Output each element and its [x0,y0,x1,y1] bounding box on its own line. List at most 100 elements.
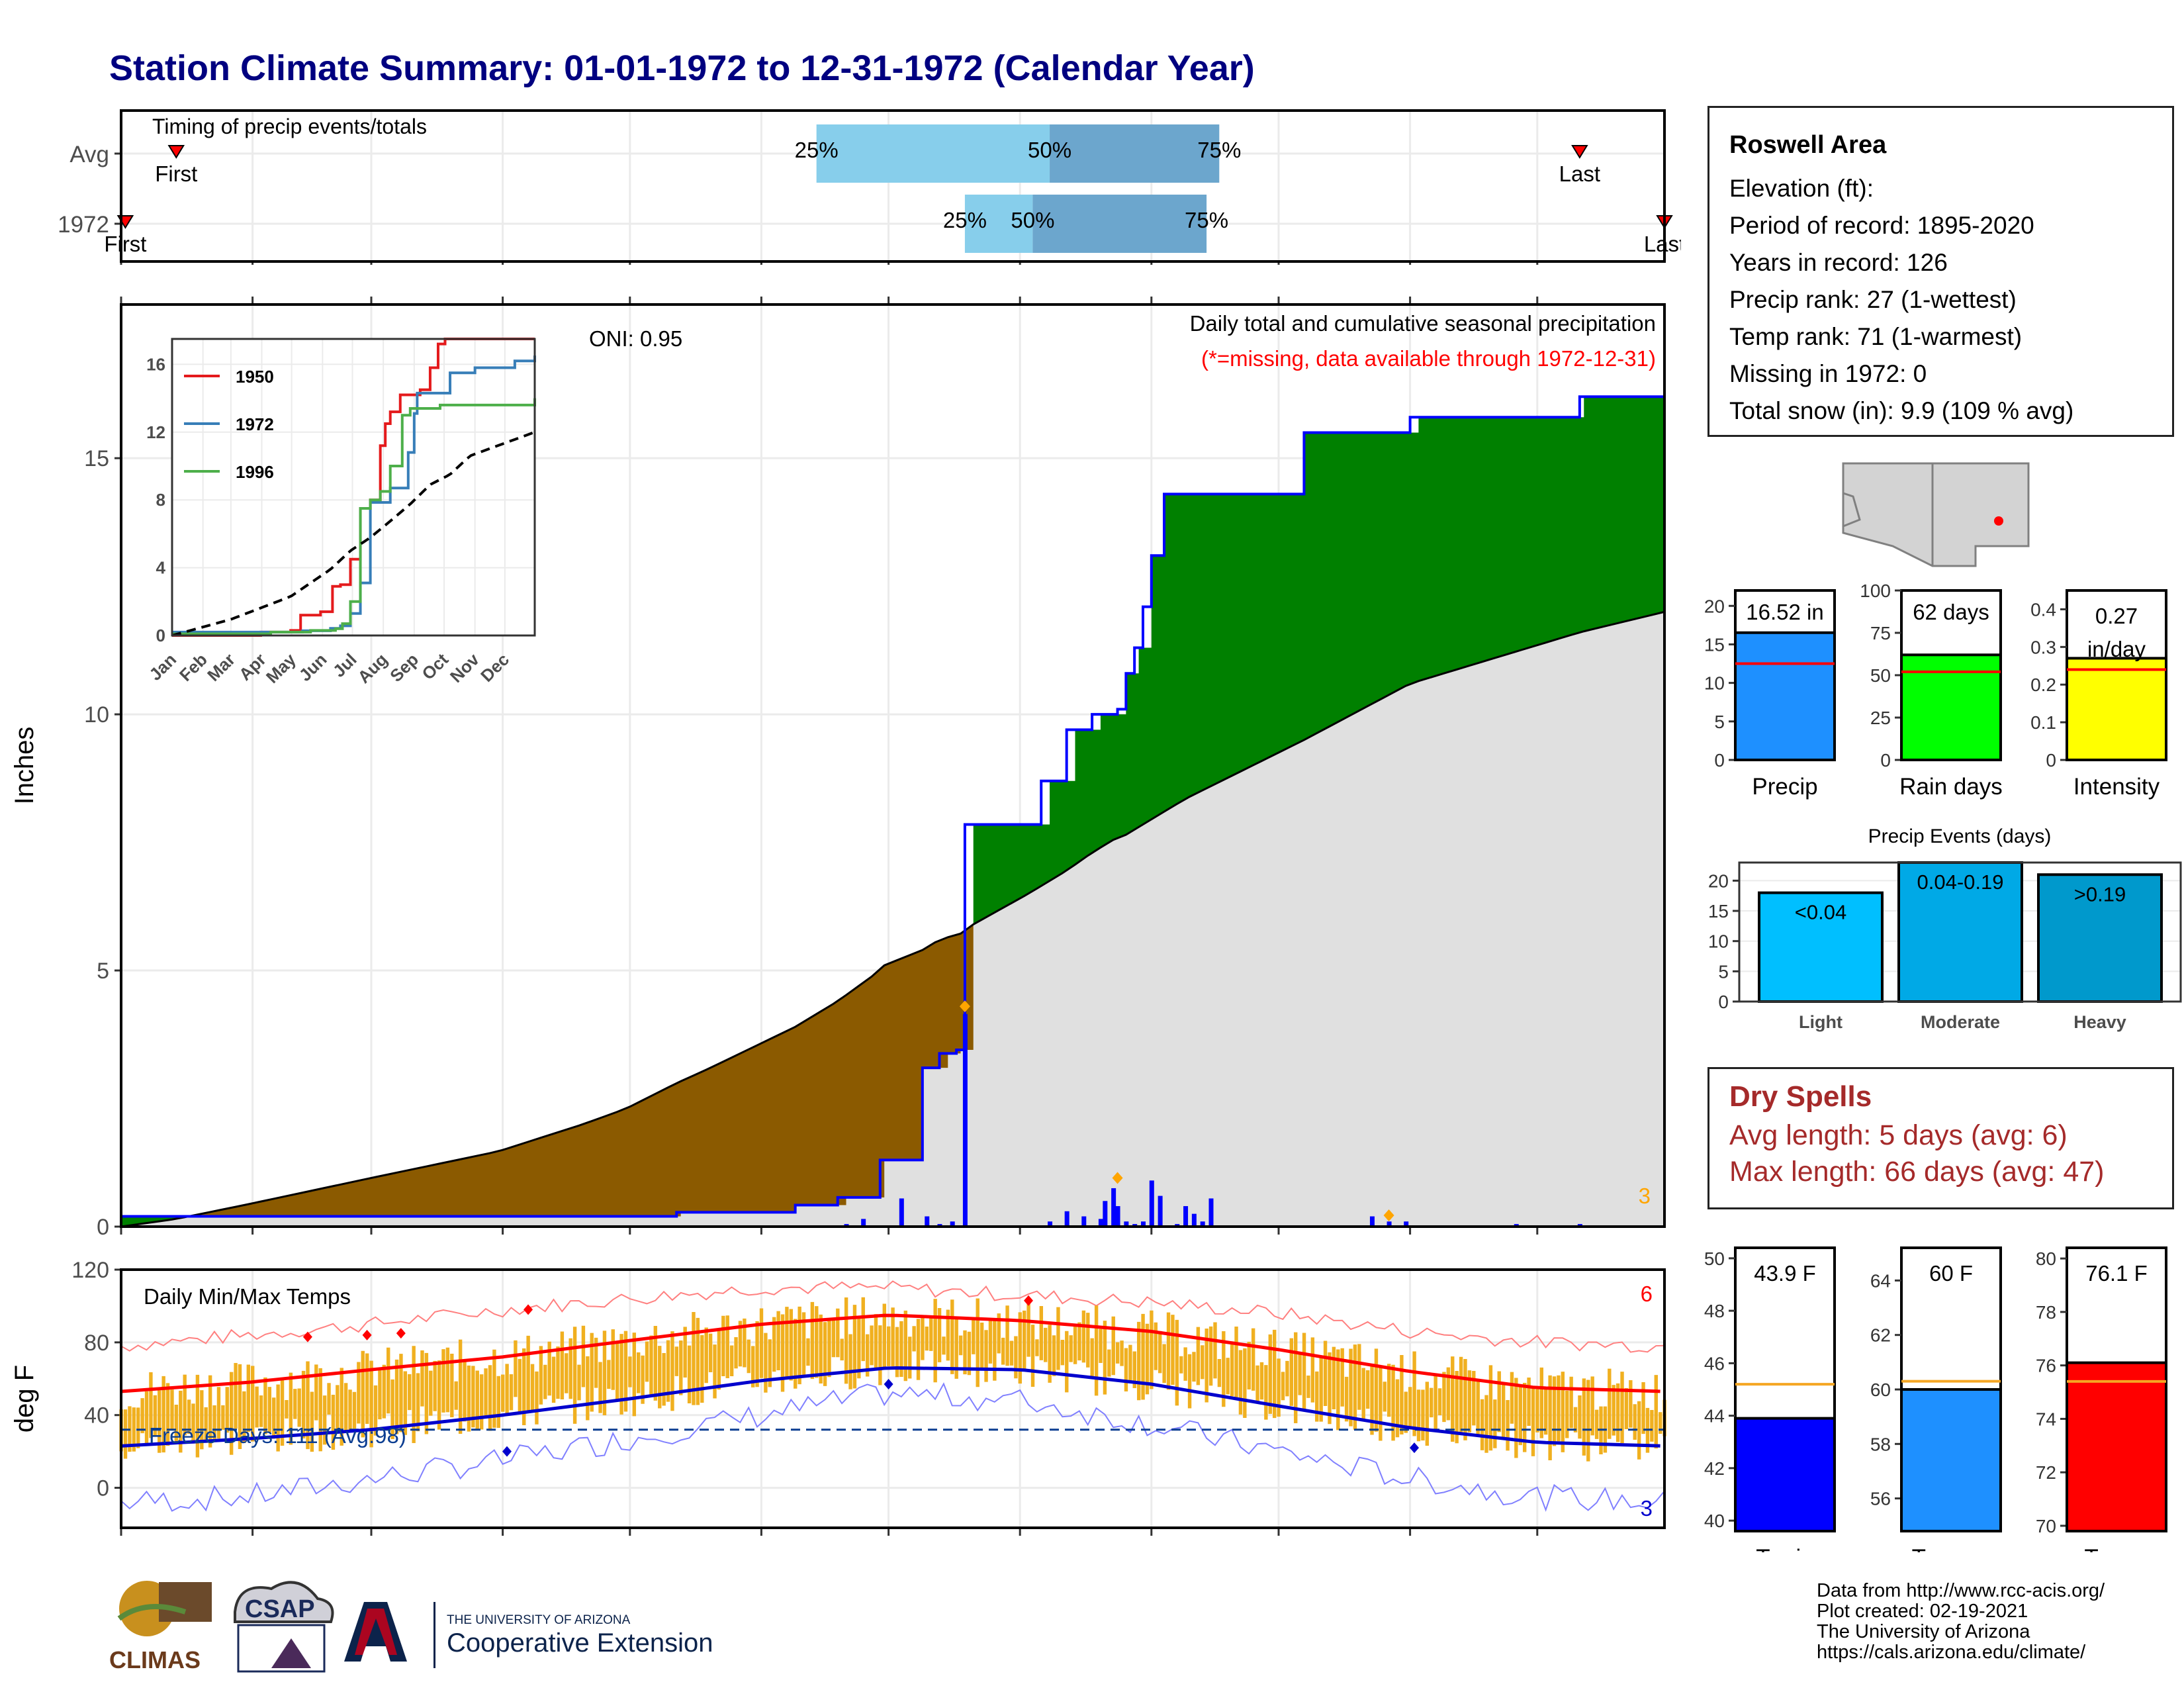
precip-cumulative-line [121,380,1666,1218]
inset-line-1972 [172,355,536,633]
precip-daily-bar [925,1216,930,1227]
tempbar-y-tick-label: 70 [2036,1516,2056,1536]
footer-credits: Data from http://www.rcc-acis.org/ Plot … [1817,1581,2105,1663]
minibar-y-tick-label: 10 [1704,673,1725,694]
events-category-label: Light [1799,1012,1843,1032]
timing-last-marker [1571,145,1588,159]
tempbar-y-tick-label: 74 [2036,1409,2056,1429]
info-precip-rank: Precip rank: 27 (1-wettest) [1729,286,2017,313]
tempbar-y-tick-label: 46 [1704,1353,1725,1374]
precip-average-line [120,610,1665,1228]
footer-line: https://cals.arizona.edu/climate/ [1817,1642,2086,1663]
precip-y-tick-label: 15 [84,446,109,471]
temp-record-high-marker [1024,1295,1034,1306]
events-title: Precip Events (days) [1868,825,2052,847]
minibar-y-tick-label: 20 [1704,596,1725,616]
minibar-y-tick-label: 25 [1870,708,1891,728]
temp-frame [120,1268,1666,1529]
precip-daily-bar [1111,1188,1116,1227]
inset-average-line [171,430,535,637]
footer-line: The University of Arizona [1817,1621,2030,1642]
precip-daily-bar [1208,1198,1214,1227]
inset-y-tick-label: 12 [146,422,165,442]
precip-above-average-area [121,397,1664,1227]
info-snow: Total snow (in): 9.9 (109 % avg) [1729,397,2074,424]
events-value-label: 0.04-0.19 [1917,870,2004,894]
events-frame [1738,861,2182,1003]
timing-q75-label: 75% [1185,208,1228,232]
temp-y-tick-label: 120 [71,1258,109,1283]
minibar-value-label: 0.27 [2095,604,2138,628]
csap-logo: CSAP [234,1581,334,1673]
precip-daily-bar [1200,1221,1205,1227]
precip-y-tick-label: 5 [97,959,109,984]
events-category-label: Moderate [1921,1012,2000,1032]
inset-legend-label: 1972 [236,414,274,434]
inset-frame [171,338,536,637]
events-moderate-bar [1897,861,2023,1003]
tempbar-value-label: 60 F [1929,1261,1973,1286]
temperature-bar-charts: 40 42 44 46 48 50 43.9 F T-min 56 58 60 62 64 60 F T-m… [1704,1246,2167,1552]
timing-q75-label: 75% [1197,138,1241,162]
tempbar-y-tick-label: 72 [2036,1462,2056,1483]
temp-y-tick-label: 80 [84,1331,109,1356]
precip-frame [120,303,1666,1228]
timing-last-label: Last [1559,162,1600,186]
minibar-value-unit: in/day [2087,637,2146,661]
climas-text: CLIMAS [109,1646,201,1673]
inset-legend-label: 1996 [236,462,274,482]
csap-text: CSAP [245,1595,315,1623]
events-y-tick-label: 0 [1718,992,1729,1012]
precip-daily-bar [1404,1221,1409,1227]
minibar-value-label: 16.52 in [1746,600,1823,624]
footer-line: Plot created: 02-19-2021 [1817,1601,2028,1622]
tempbar-t-min-bar [1734,1417,1836,1532]
temp-average-min-line [120,1366,1661,1448]
state-map [1842,462,2030,567]
dry-spells-avg: Avg length: 5 days (avg: 6) [1729,1119,2068,1151]
timing-last-label: Last [1644,232,1681,256]
temp-record-high-marker [523,1304,533,1315]
timing-q50-label: 50% [1011,208,1054,232]
precip-daily-bar [1369,1216,1375,1227]
tempbar-y-tick-label: 56 [1870,1489,1891,1509]
timing-bar-q50-q75 [1032,195,1207,253]
tempbar-y-tick-label: 48 [1704,1301,1725,1321]
minibar-y-tick-label: 5 [1714,712,1725,732]
timing-q50-label: 50% [1028,138,1071,162]
tempbar-y-tick-label: 76 [2036,1356,2056,1376]
precip-daily-bar [1048,1221,1053,1227]
page-title: Station Climate Summary: 01-01-1972 to 1… [109,48,1255,88]
inset-y-tick-label: 8 [156,490,165,510]
temp-daily-range-bars [119,1297,1666,1462]
temp-record-high-marker [396,1328,406,1339]
minibar-y-tick-label: 15 [1704,634,1725,655]
precip-oni-label: ONI: 0.95 [589,326,682,351]
logo-strip: CLIMAS CSAP THE UNIVERSITY OF ARIZONA Co… [109,1581,713,1673]
ua-small-text: THE UNIVERSITY OF ARIZONA [447,1613,631,1627]
precip-events-chart: Precip Events (days) 0 5 10 15 20 <0.04 Light 0.… [1708,825,2182,1032]
precip-daily-bar [1064,1211,1069,1227]
tempbar-y-tick-label: 50 [1704,1248,1725,1269]
precip-subtitle: Daily total and cumulative seasonal prec… [1190,311,1656,336]
tempbar-label: T-mean [1912,1545,1991,1552]
events-y-tick-label: 5 [1718,961,1729,982]
temp-freeze-label: Freeze Days: 111 (Avg:98) [149,1423,406,1448]
temp-title: Daily Min/Max Temps [144,1284,351,1309]
summary-bar-charts: 0 5 10 15 20 16.52 in Precip 0 25 50 75 100 62 days R… [1704,581,2167,800]
timing-row-label: 1972 [58,212,109,238]
precip-daily-bar [899,1198,904,1227]
temp-bottom-right-label: 3 [1641,1496,1653,1521]
inset-plot-area [172,339,535,635]
temp-record-high-marker [362,1329,372,1340]
events-value-label: <0.04 [1795,901,1846,924]
minibar-y-tick-label: 0.3 [2030,637,2056,657]
precip-daily-bar [1115,1206,1120,1227]
dry-spells-box: Dry Spells Avg length: 5 days (avg: 6) M… [1707,1067,2174,1209]
events-value-label: >0.19 [2074,882,2126,906]
minibar-label: Precip [1752,774,1817,800]
timing-bar-q25-q50 [816,124,1050,183]
timing-q25-label: 25% [943,208,987,232]
precip-daily-bar [1140,1221,1146,1227]
precip-y-tick-label: 0 [97,1215,109,1240]
